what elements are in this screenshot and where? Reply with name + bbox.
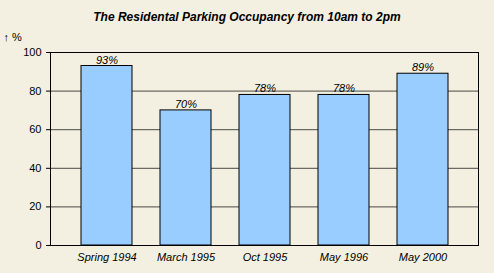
svg-text:93%: 93% bbox=[96, 54, 118, 66]
html-text:The Residental Parking Occupan: The Residental Parking Occupancy from 10… bbox=[93, 10, 401, 24]
svg-text:78%: 78% bbox=[254, 82, 276, 94]
svg-text:40: 40 bbox=[29, 162, 41, 174]
svg-text:70%: 70% bbox=[175, 98, 197, 110]
svg-text:60: 60 bbox=[29, 123, 41, 135]
svg-text:↑ %: ↑ % bbox=[4, 31, 23, 43]
svg-text:80: 80 bbox=[29, 85, 41, 97]
svg-text:Spring 1994: Spring 1994 bbox=[77, 251, 136, 263]
svg-text:Oct 1995: Oct 1995 bbox=[243, 251, 289, 263]
svg-text:March 1995: March 1995 bbox=[157, 251, 216, 263]
svg-text:May 2000: May 2000 bbox=[399, 251, 448, 263]
svg-text:78%: 78% bbox=[333, 82, 355, 94]
svg-text:89%: 89% bbox=[412, 61, 434, 73]
svg-text:20: 20 bbox=[29, 200, 41, 212]
svg-text:100: 100 bbox=[23, 46, 41, 58]
svg-text:0: 0 bbox=[35, 239, 41, 251]
svg-text:May 1996: May 1996 bbox=[320, 251, 369, 263]
